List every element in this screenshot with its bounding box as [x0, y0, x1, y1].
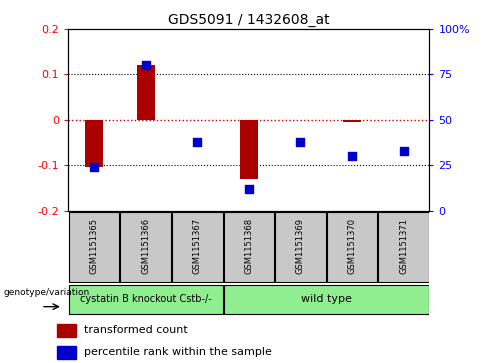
Point: [297, 139, 305, 144]
Point: [90, 164, 98, 170]
Bar: [172, 212, 223, 282]
Bar: [224, 285, 429, 314]
Text: GSM1151370: GSM1151370: [347, 218, 357, 274]
Text: percentile rank within the sample: percentile rank within the sample: [84, 347, 272, 357]
Text: GSM1151366: GSM1151366: [141, 218, 150, 274]
Text: transformed count: transformed count: [84, 325, 188, 335]
Point: [142, 62, 150, 68]
Bar: [57, 346, 76, 359]
Text: genotype/variation: genotype/variation: [3, 288, 90, 297]
Point: [245, 186, 253, 192]
Text: GSM1151368: GSM1151368: [244, 218, 253, 274]
Point: [400, 148, 407, 154]
Bar: [121, 212, 171, 282]
Text: GSM1151367: GSM1151367: [193, 218, 202, 274]
Text: wild type: wild type: [301, 294, 352, 305]
Bar: [240, 120, 258, 179]
Bar: [85, 120, 103, 167]
Bar: [69, 212, 120, 282]
Text: GSM1151365: GSM1151365: [90, 218, 99, 274]
Point: [348, 153, 356, 159]
Bar: [327, 212, 377, 282]
Bar: [137, 65, 155, 120]
Bar: [57, 324, 76, 337]
Text: GSM1151369: GSM1151369: [296, 218, 305, 274]
Bar: [224, 212, 274, 282]
Point: [193, 139, 201, 144]
Bar: [343, 120, 361, 122]
Title: GDS5091 / 1432608_at: GDS5091 / 1432608_at: [168, 13, 330, 26]
Text: GSM1151371: GSM1151371: [399, 218, 408, 274]
Bar: [275, 212, 326, 282]
Text: cystatin B knockout Cstb-/-: cystatin B knockout Cstb-/-: [80, 294, 212, 305]
Bar: [378, 212, 429, 282]
Bar: [69, 285, 223, 314]
